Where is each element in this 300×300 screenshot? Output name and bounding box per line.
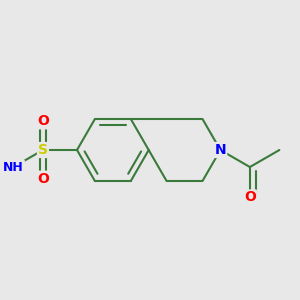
Text: S: S	[38, 143, 48, 157]
Text: O: O	[244, 190, 256, 205]
Text: N: N	[214, 143, 226, 157]
Text: O: O	[37, 172, 49, 186]
Text: NH: NH	[3, 160, 24, 173]
Text: O: O	[37, 114, 49, 128]
